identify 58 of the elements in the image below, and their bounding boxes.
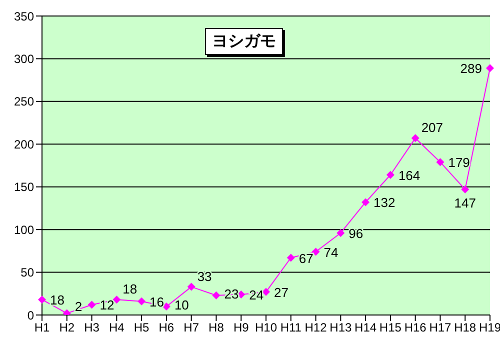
point xyxy=(286,254,295,262)
point xyxy=(436,158,444,166)
data-label: 12 xyxy=(100,298,114,313)
x-tick-label: H19 xyxy=(478,320,500,335)
point xyxy=(336,228,345,237)
data-label: 289 xyxy=(460,61,482,76)
point xyxy=(411,134,420,142)
data-label: 18 xyxy=(122,282,138,297)
x-tick-label: H5 xyxy=(134,320,150,335)
y-tick-label: 350 xyxy=(14,9,34,24)
x-tick-label: H3 xyxy=(84,320,100,335)
data-label: 207 xyxy=(421,120,444,136)
point xyxy=(486,64,494,72)
y-tick-label: 50 xyxy=(20,266,34,280)
x-tick-label: H8 xyxy=(208,320,224,335)
data-label: 27 xyxy=(274,284,288,300)
x-tick-label: H11 xyxy=(280,320,302,335)
x-tick-label: H17 xyxy=(429,320,452,335)
text: ヨシガモ xyxy=(205,28,283,55)
y-tick-label: 100 xyxy=(14,222,34,237)
x-tick-label: H7 xyxy=(184,320,200,335)
y-tick-label: 300 xyxy=(14,52,34,66)
data-label: 132 xyxy=(374,195,396,210)
point xyxy=(212,291,220,300)
data-label: 18 xyxy=(50,292,64,308)
y-tick-label: 0 xyxy=(27,308,34,322)
x-tick-label: H1 xyxy=(34,320,50,335)
data-label: 179 xyxy=(448,155,470,170)
x-tick-label: H18 xyxy=(454,320,476,335)
y-tick-label: 200 xyxy=(14,137,34,152)
data-label: 33 xyxy=(197,268,212,284)
data-label: 164 xyxy=(398,168,420,183)
data-label: 74 xyxy=(324,244,338,260)
x-tick-label: H12 xyxy=(304,320,328,335)
x-tick-label: H4 xyxy=(108,320,125,335)
x-tick-label: H14 xyxy=(354,320,377,335)
y-tick-label: 150 xyxy=(14,180,34,194)
x-tick-label: H9 xyxy=(233,320,250,335)
point xyxy=(461,185,470,194)
point xyxy=(138,297,146,306)
point xyxy=(386,170,394,179)
point xyxy=(38,296,46,304)
point xyxy=(362,198,370,206)
data-label: 96 xyxy=(348,226,364,241)
x-tick-label: H6 xyxy=(158,320,174,335)
point xyxy=(312,248,320,256)
x-tick-label: H13 xyxy=(330,320,352,335)
point xyxy=(112,296,121,304)
data-label: 10 xyxy=(174,297,189,312)
point xyxy=(88,300,96,309)
x-tick-label: H15 xyxy=(379,320,402,335)
x-tick-label: H10 xyxy=(254,320,278,335)
data-label: 147 xyxy=(454,195,476,210)
x-tick-label: H16 xyxy=(404,320,427,335)
x-tick-label: H2 xyxy=(59,320,75,335)
point xyxy=(187,282,196,291)
data-label: 67 xyxy=(298,250,314,266)
y-tick-label: 250 xyxy=(14,94,34,109)
